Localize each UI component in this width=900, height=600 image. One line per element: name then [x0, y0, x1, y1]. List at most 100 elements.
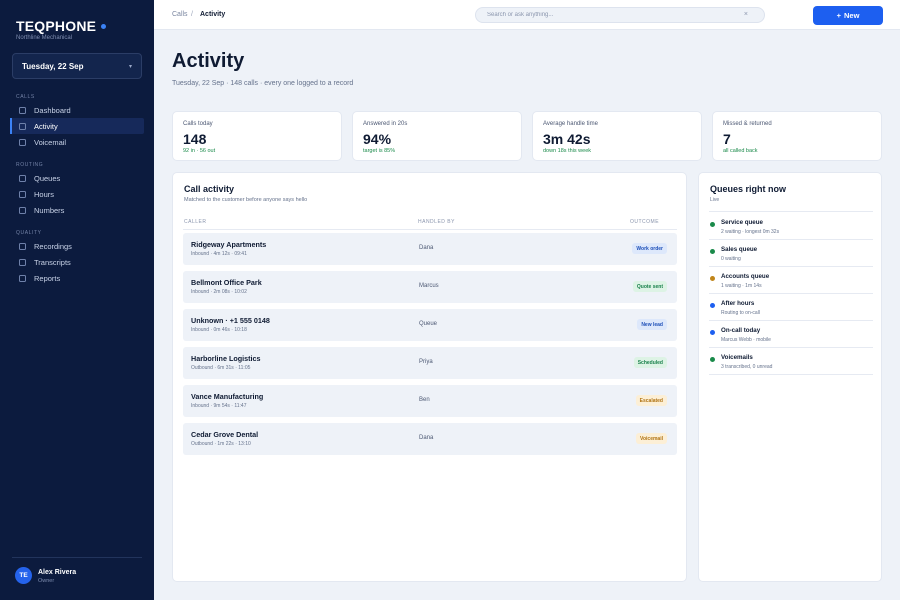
handled-by: Marcus	[419, 283, 439, 289]
call-meta: Inbound · 0m 46s · 10:18	[191, 327, 247, 333]
user-name: Alex Rivera	[38, 569, 77, 576]
handled-by: Dana	[419, 435, 434, 441]
sidebar-item-activity[interactable]: Activity	[10, 118, 144, 134]
kpi-label: Average handle time	[543, 121, 598, 127]
kpi-card-missed: Missed & returned 7 all called back	[712, 111, 882, 161]
kpi-value: 7	[723, 131, 731, 147]
outcome-badge: Scheduled	[633, 357, 667, 368]
call-meta: Inbound · 4m 12s · 09:41	[191, 251, 247, 257]
queue-item-after-hours[interactable]: After hours Routing to on-call	[709, 294, 873, 320]
queue-item-accounts[interactable]: Accounts queue 1 waiting · 1m 14s	[709, 267, 873, 293]
queue-detail: 3 transcribed, 0 unread	[721, 364, 773, 370]
card-title: Call activity	[184, 184, 235, 194]
queue-item-on-call[interactable]: On-call today Marcus Webb · mobile	[709, 321, 873, 347]
queue-item-sales[interactable]: Sales queue 0 waiting	[709, 240, 873, 266]
divider	[709, 211, 873, 212]
sidebar-item-hours[interactable]: Hours	[10, 186, 144, 202]
search-bar: ×	[475, 7, 765, 23]
sidebar-item-dashboard[interactable]: Dashboard	[10, 102, 144, 118]
hours-icon	[19, 190, 26, 198]
kpi-label: Calls today	[183, 121, 213, 127]
caller-name: Bellmont Office Park	[191, 278, 262, 287]
kpi-value: 3m 42s	[543, 131, 591, 147]
sidebar-item-label: Activity	[34, 121, 58, 131]
queue-detail: Routing to on-call	[721, 310, 760, 316]
caller-name: Ridgeway Apartments	[191, 240, 267, 249]
breadcrumb-calls[interactable]: Calls	[172, 11, 188, 18]
transcripts-icon	[19, 258, 26, 266]
divider	[709, 374, 873, 375]
kpi-note: 92 in · 56 out	[183, 148, 216, 154]
search-input[interactable]	[487, 12, 727, 18]
divider	[709, 347, 873, 348]
outcome-badge: Voicemail	[636, 433, 667, 444]
queue-detail: 2 waiting · longest 0m 32s	[721, 229, 780, 235]
kpi-value: 94%	[363, 131, 392, 147]
card-subtitle: Matched to the customer before anyone sa…	[184, 197, 308, 203]
divider	[709, 239, 873, 240]
nav-section-quality: QUALITY	[16, 230, 42, 236]
date-picker[interactable]: Tuesday, 22 Sep ▾	[12, 53, 142, 79]
queue-item-service[interactable]: Service queue 2 waiting · longest 0m 32s	[709, 213, 873, 239]
column-header-outcome: OUTCOME	[630, 219, 660, 225]
status-dot-icon	[710, 222, 715, 227]
call-meta: Outbound · 6m 31s · 11:05	[191, 365, 251, 371]
table-row[interactable]: Cedar Grove Dental Outbound · 1m 22s · 1…	[183, 423, 677, 455]
numbers-icon	[19, 206, 26, 214]
table-row[interactable]: Harborline Logistics Outbound · 6m 31s ·…	[183, 347, 677, 379]
queue-detail: Marcus Webb · mobile	[721, 337, 771, 343]
voicemail-icon	[19, 138, 26, 146]
page-title: Activity	[172, 50, 245, 72]
kpi-label: Missed & returned	[723, 121, 772, 127]
divider	[709, 266, 873, 267]
sidebar-item-transcripts[interactable]: Transcripts	[10, 254, 144, 270]
status-dot-icon	[710, 357, 715, 362]
table-row[interactable]: Unknown · +1 555 0148 Inbound · 0m 46s ·…	[183, 309, 677, 341]
close-icon[interactable]: ×	[743, 11, 748, 18]
outcome-badge: Quote sent	[632, 281, 667, 292]
sidebar-item-voicemail[interactable]: Voicemail	[10, 134, 144, 150]
user-role: Owner	[38, 578, 55, 584]
queue-detail: 1 waiting · 1m 14s	[721, 283, 762, 289]
column-header-caller: CALLER	[184, 219, 207, 225]
sidebar-item-numbers[interactable]: Numbers	[10, 202, 144, 218]
chevron-down-icon: ▾	[128, 63, 132, 70]
date-picker-value: Tuesday, 22 Sep	[22, 61, 84, 71]
caller-name: Vance Manufacturing	[191, 392, 264, 401]
kpi-label: Answered in 20s	[363, 121, 408, 127]
sidebar-item-label: Dashboard	[34, 105, 71, 115]
kpi-card-answered: Answered in 20s 94% target is 85%	[352, 111, 522, 161]
recordings-icon	[19, 242, 26, 250]
table-row[interactable]: Ridgeway Apartments Inbound · 4m 12s · 0…	[183, 233, 677, 265]
page-subtitle: Tuesday, 22 Sep · 148 calls · every one …	[172, 80, 354, 87]
handled-by: Dana	[419, 245, 434, 251]
sidebar-item-label: Transcripts	[34, 257, 71, 267]
queue-name: Service queue	[721, 219, 763, 226]
kpi-note: target is 85%	[363, 148, 396, 154]
queue-name: Accounts queue	[721, 273, 770, 280]
breadcrumb-separator: /	[191, 11, 193, 18]
sidebar-item-recordings[interactable]: Recordings	[10, 238, 144, 254]
sidebar-item-label: Voicemail	[34, 137, 67, 147]
sidebar-item-label: Hours	[34, 189, 55, 199]
queue-item-voicemails[interactable]: Voicemails 3 transcribed, 0 unread	[709, 348, 873, 374]
new-button[interactable]: + New	[813, 6, 883, 25]
table-row[interactable]: Vance Manufacturing Inbound · 9m 54s · 1…	[183, 385, 677, 417]
brand[interactable]: TEQPHONE	[16, 18, 107, 34]
table-row[interactable]: Bellmont Office Park Inbound · 2m 08s · …	[183, 271, 677, 303]
kpi-note: all called back	[723, 148, 758, 154]
caller-name: Unknown · +1 555 0148	[191, 316, 270, 325]
new-button-label: New	[843, 11, 860, 20]
status-dot-icon	[710, 276, 715, 281]
caller-name: Cedar Grove Dental	[191, 430, 259, 439]
kpi-note: down 18s this week	[543, 148, 591, 154]
avatar[interactable]: TE	[15, 567, 32, 584]
call-activity-card: Call activity Matched to the customer be…	[172, 172, 687, 582]
sidebar-item-queues[interactable]: Queues	[10, 170, 144, 186]
sidebar-item-reports[interactable]: Reports	[10, 270, 144, 286]
divider	[709, 320, 873, 321]
brand-name: TEQPHONE	[16, 18, 97, 34]
plus-icon: +	[836, 11, 841, 20]
kpi-card-handle-time: Average handle time 3m 42s down 18s this…	[532, 111, 702, 161]
queue-name: Sales queue	[721, 246, 758, 253]
